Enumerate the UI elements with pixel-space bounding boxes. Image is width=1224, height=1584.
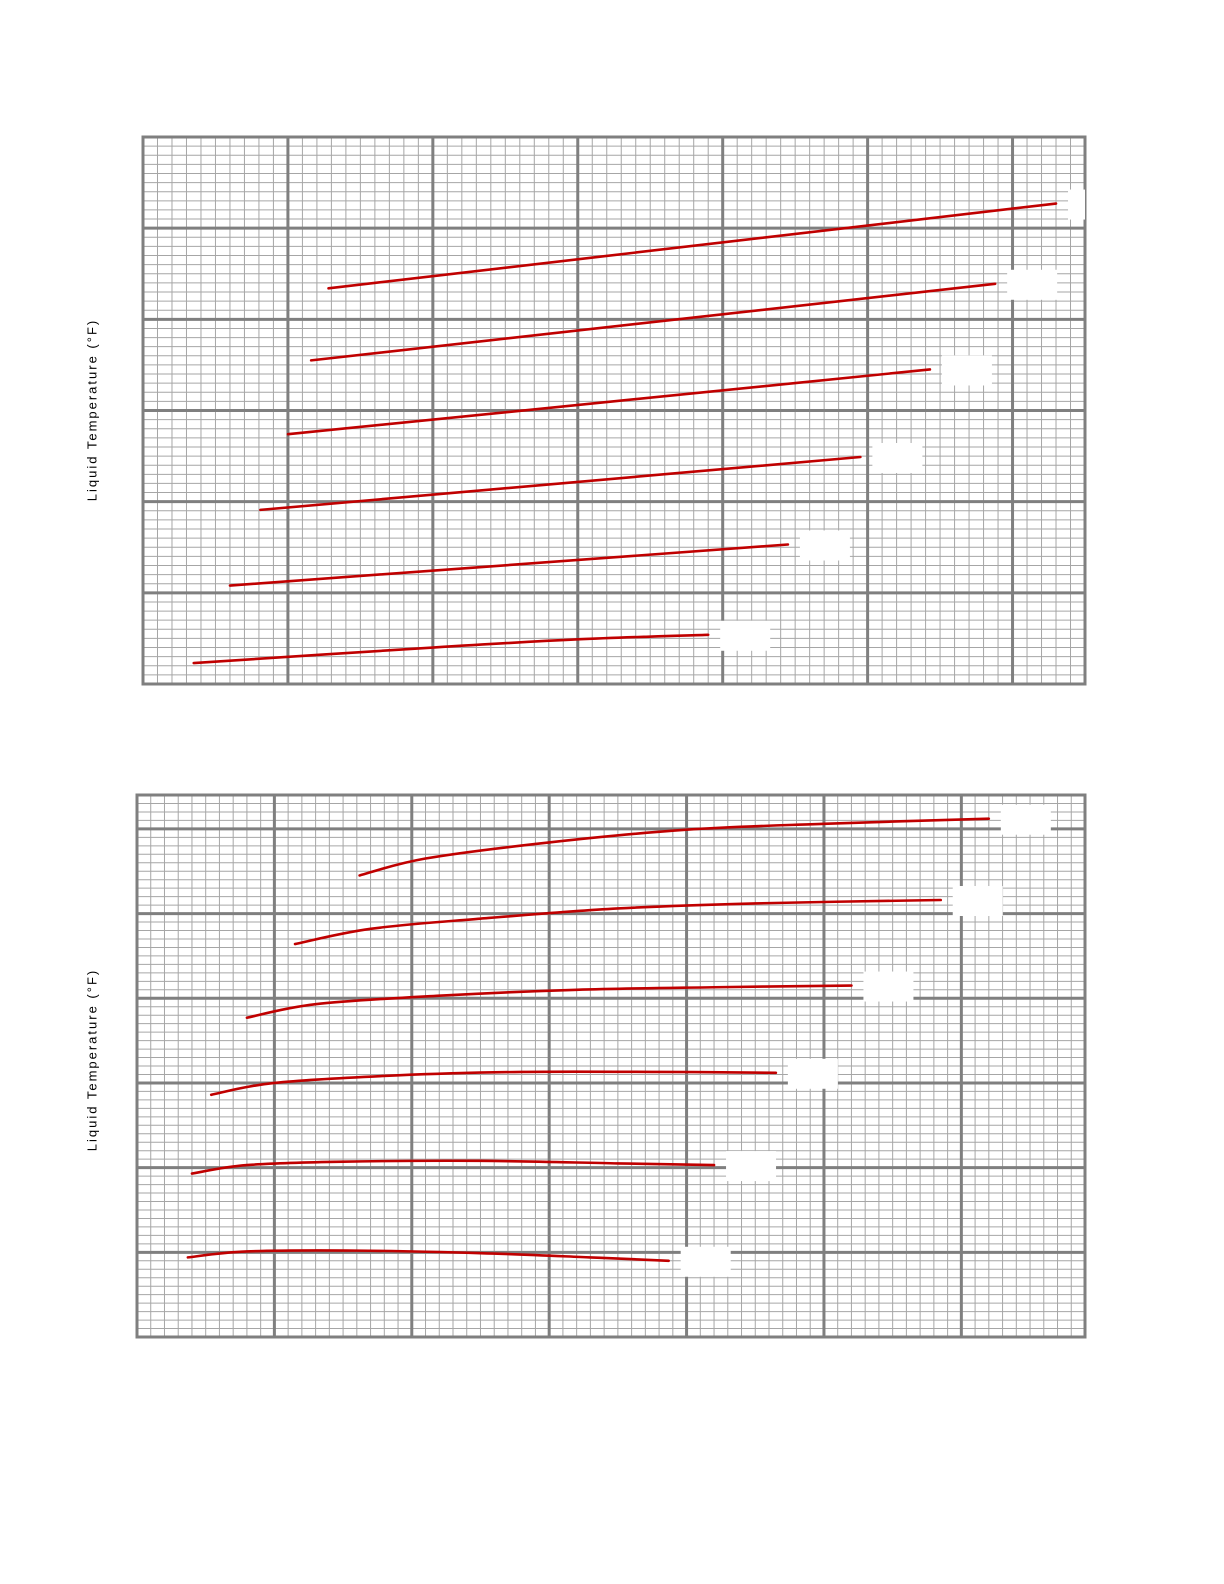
series-line-bottom-1 — [358, 817, 991, 877]
series-label-box-bottom-2 — [952, 886, 1003, 917]
series-label-box-bottom-5 — [726, 1151, 777, 1182]
series-line-bottom-5 — [190, 1159, 716, 1175]
series-line-top-4 — [259, 455, 862, 512]
series-label-box-top-5 — [799, 530, 850, 561]
series-label-box-top-2 — [1007, 269, 1058, 300]
series-line-top-2 — [309, 282, 997, 362]
chart-bottom — [135, 793, 1087, 1339]
series-label-box-bottom-3 — [863, 971, 914, 1002]
series-label-box-top-1 — [1068, 189, 1085, 220]
series-line-top-3 — [286, 368, 932, 436]
series-line-bottom-4 — [209, 1070, 778, 1097]
series-label-box-top-6 — [720, 620, 771, 651]
series-line-bottom-3 — [245, 984, 853, 1020]
series-label-box-top-3 — [941, 355, 992, 386]
series-label-box-bottom-1 — [1000, 804, 1051, 835]
series-label-box-bottom-6 — [680, 1246, 731, 1277]
minor-grid-bottom — [136, 794, 1086, 1338]
series-label-box-top-4 — [872, 442, 923, 473]
chart-top — [141, 135, 1087, 686]
plot-frame-top — [141, 135, 1087, 686]
plot-frame-bottom — [135, 793, 1087, 1339]
series-line-top-1 — [327, 202, 1058, 290]
series-line-top-6 — [192, 633, 710, 665]
series-line-top-5 — [228, 543, 790, 587]
series-label-box-bottom-4 — [787, 1058, 838, 1089]
series-line-bottom-2 — [293, 898, 943, 946]
series-line-bottom-6 — [186, 1249, 671, 1263]
